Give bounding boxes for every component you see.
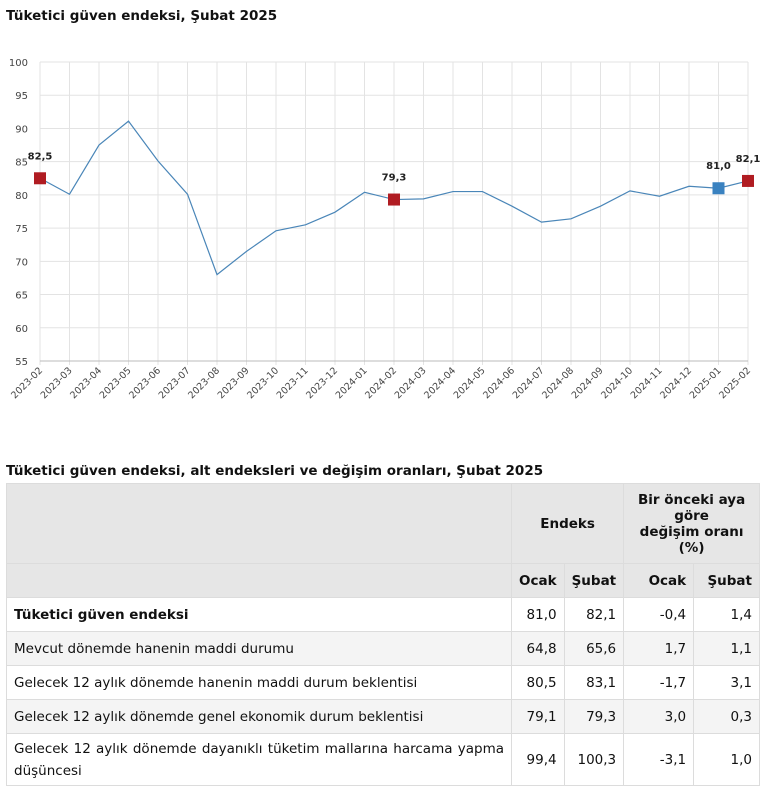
x-tick-label: 2024-08 bbox=[540, 365, 576, 401]
row-value: -3,1 bbox=[623, 733, 695, 786]
header-change-line: değişim oranı (%) bbox=[639, 523, 744, 556]
table-row: Gelecek 12 aylık dönemde dayanıklı tüket… bbox=[6, 733, 760, 786]
header-change: Bir önceki aya göre değişim oranı (%) bbox=[623, 483, 760, 564]
table-row: Mevcut dönemde hanenin maddi durumu 64,8 6… bbox=[6, 631, 760, 666]
x-tick-label: 2023-12 bbox=[304, 365, 340, 401]
row-value: -0,4 bbox=[623, 597, 695, 632]
row-value: 3,0 bbox=[623, 699, 695, 734]
subheader: Ocak bbox=[623, 563, 695, 598]
row-value: 81,0 bbox=[511, 597, 565, 632]
highlight-marker bbox=[388, 193, 400, 206]
row-label: Gelecek 12 aylık dönemde genel ekonomik … bbox=[6, 699, 512, 734]
subheader: Şubat bbox=[693, 563, 760, 598]
x-tick-label: 2025-02 bbox=[717, 365, 753, 401]
highlight-marker bbox=[712, 182, 725, 195]
row-label: Tüketici güven endeksi bbox=[6, 597, 512, 632]
x-tick-label: 2023-03 bbox=[39, 365, 75, 401]
table-row: Tüketici güven endeksi 81,0 82,1 -0,4 1,4 bbox=[6, 597, 760, 632]
row-value: 79,3 bbox=[563, 699, 625, 734]
row-value: 83,1 bbox=[563, 665, 625, 700]
x-tick-label: 2023-08 bbox=[186, 365, 222, 401]
x-tick-label: 2025-01 bbox=[688, 365, 724, 401]
data-label: 82,5 bbox=[28, 151, 53, 162]
y-tick-label: 100 bbox=[9, 58, 28, 69]
x-tick-label: 2024-11 bbox=[629, 365, 665, 401]
y-tick-label: 75 bbox=[15, 224, 28, 235]
table-title: Tüketici güven endeksi, alt endeksleri v… bbox=[6, 463, 544, 479]
row-value: 79,1 bbox=[511, 699, 565, 734]
x-tick-label: 2023-07 bbox=[157, 365, 193, 401]
row-label: Gelecek 12 aylık dönemde hanenin maddi d… bbox=[6, 665, 512, 700]
x-tick-label: 2024-01 bbox=[334, 365, 370, 401]
y-tick-label: 95 bbox=[15, 91, 28, 102]
x-tick-label: 2024-06 bbox=[481, 365, 517, 401]
subheader: Şubat bbox=[563, 563, 625, 598]
highlight-marker bbox=[34, 172, 46, 185]
x-tick-label: 2023-06 bbox=[127, 365, 163, 401]
y-tick-label: 70 bbox=[15, 257, 28, 268]
data-label: 81,0 bbox=[706, 161, 731, 172]
x-tick-label: 2024-04 bbox=[422, 365, 458, 401]
row-value: -1,7 bbox=[623, 665, 695, 700]
header-blank bbox=[6, 483, 512, 564]
x-tick-label: 2024-12 bbox=[658, 365, 694, 401]
row-value: 64,8 bbox=[511, 631, 565, 666]
x-tick-label: 2023-02 bbox=[9, 365, 45, 401]
x-tick-label: 2024-09 bbox=[570, 365, 606, 401]
x-tick-label: 2023-05 bbox=[98, 365, 134, 401]
row-value: 1,0 bbox=[693, 733, 760, 786]
row-value: 99,4 bbox=[511, 733, 565, 786]
header-change-line: göre bbox=[674, 507, 709, 524]
x-tick-label: 2023-09 bbox=[216, 365, 252, 401]
data-label: 79,3 bbox=[382, 173, 407, 184]
x-tick-label: 2024-07 bbox=[511, 365, 547, 401]
table-row: Gelecek 12 aylık dönemde hanenin maddi d… bbox=[6, 665, 760, 700]
x-tick-label: 2023-04 bbox=[68, 365, 104, 401]
data-label: 82,1 bbox=[736, 154, 761, 165]
row-value: 65,6 bbox=[563, 631, 625, 666]
row-value: 1,7 bbox=[623, 631, 695, 666]
y-tick-label: 80 bbox=[15, 191, 28, 202]
row-value: 3,1 bbox=[693, 665, 760, 700]
y-tick-label: 60 bbox=[15, 324, 28, 335]
highlight-marker bbox=[742, 174, 754, 187]
x-tick-label: 2024-03 bbox=[393, 365, 429, 401]
row-value: 100,3 bbox=[563, 733, 625, 786]
row-label: Gelecek 12 aylık dönemde dayanıklı tüket… bbox=[6, 733, 512, 786]
table-row: Gelecek 12 aylık dönemde genel ekonomik … bbox=[6, 699, 760, 734]
header-endeks: Endeks bbox=[510, 483, 625, 564]
y-tick-label: 55 bbox=[15, 357, 28, 368]
y-tick-label: 85 bbox=[15, 158, 28, 169]
x-tick-label: 2023-10 bbox=[245, 365, 281, 401]
index-table: Endeks Bir önceki aya göre değişim oranı… bbox=[6, 483, 760, 786]
header-change-line: Bir önceki aya bbox=[637, 491, 746, 508]
subheader: Ocak bbox=[511, 563, 565, 598]
row-value: 1,4 bbox=[693, 597, 760, 632]
header-blank bbox=[6, 563, 512, 598]
row-value: 0,3 bbox=[693, 699, 760, 734]
row-value: 82,1 bbox=[563, 597, 625, 632]
x-tick-label: 2024-10 bbox=[599, 365, 635, 401]
x-tick-label: 2023-11 bbox=[275, 365, 311, 401]
y-tick-label: 90 bbox=[15, 124, 28, 135]
line-chart: 5560657075808590951002023-022023-032023-… bbox=[9, 58, 761, 401]
x-tick-label: 2024-02 bbox=[363, 365, 399, 401]
row-label: Mevcut dönemde hanenin maddi durumu bbox=[6, 631, 512, 666]
chart-title: Tüketici güven endeksi, Şubat 2025 bbox=[6, 8, 278, 24]
row-value: 1,1 bbox=[693, 631, 760, 666]
row-value: 80,5 bbox=[511, 665, 565, 700]
y-tick-label: 65 bbox=[15, 291, 28, 302]
x-tick-label: 2024-05 bbox=[452, 365, 488, 401]
